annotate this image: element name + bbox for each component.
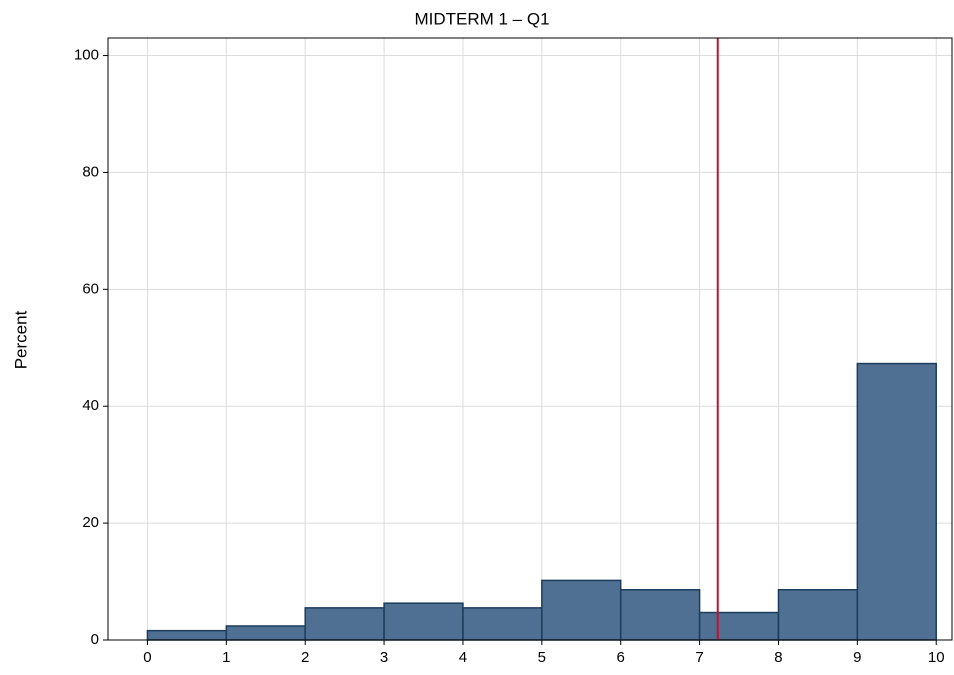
bar: [777, 588, 859, 641]
x-tick-label: 9: [853, 649, 861, 666]
x-tick-label: 0: [143, 649, 151, 666]
bar: [304, 607, 385, 641]
x-tick-label: 3: [380, 649, 388, 666]
y-tick-label: 60: [82, 280, 99, 297]
x-tick-label: 10: [928, 649, 945, 666]
bar: [462, 607, 543, 641]
bar: [225, 625, 306, 641]
bar: [698, 611, 780, 641]
y-tick-label: 0: [91, 631, 99, 648]
y-tick-label: 80: [82, 163, 99, 180]
bar: [146, 629, 228, 641]
bar: [541, 579, 622, 641]
x-tick-label: 6: [617, 649, 625, 666]
bar: [856, 362, 937, 641]
x-tick-label: 1: [222, 649, 230, 666]
y-tick-label: 20: [82, 514, 99, 531]
plot-frame: [107, 37, 953, 641]
x-tick-label: 5: [538, 649, 546, 666]
y-tick-label: 40: [82, 397, 99, 414]
x-tick-label: 8: [774, 649, 782, 666]
y-axis-label: Percent: [11, 310, 30, 369]
bar: [383, 602, 464, 641]
x-tick-label: 4: [459, 649, 467, 666]
chart-title: MIDTERM 1 – Q1: [414, 9, 549, 28]
y-tick-label: 100: [74, 47, 99, 64]
x-tick-label: 2: [301, 649, 309, 666]
bar: [619, 588, 701, 641]
x-tick-label: 7: [695, 649, 703, 666]
